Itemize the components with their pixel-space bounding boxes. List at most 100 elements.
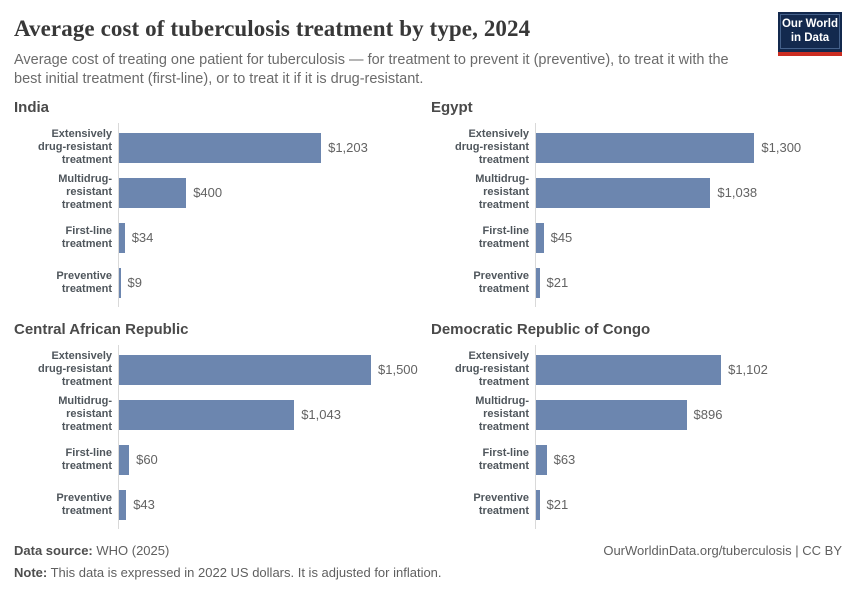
page-title: Average cost of tuberculosis treatment b… [14, 16, 531, 41]
value-label: $1,500 [378, 362, 418, 378]
bar-row: Preventive treatment $43 [14, 482, 431, 527]
bar[interactable] [119, 132, 322, 163]
category-label: Multidrug-resistant treatment [58, 395, 112, 434]
y-axis-line [535, 123, 536, 308]
bar[interactable] [536, 132, 755, 163]
bar-and-value: $63 [535, 437, 575, 482]
footer-right: OurWorldinData.org/tuberculosis | CC BY [603, 543, 842, 558]
owid-citation-link[interactable]: OurWorldinData.org/tuberculosis | CC BY [603, 543, 842, 559]
panel-india: India Extensively drug-resistant treatment… [14, 99, 431, 308]
bar[interactable] [536, 222, 544, 253]
panel-title: India [14, 99, 50, 117]
bar-row: Multidrug-resistant treatment $896 [431, 392, 842, 437]
footer-left: Data source: WHO (2025) Note: This data … [14, 543, 442, 580]
bar-and-value: $9 [118, 260, 142, 305]
owid-logo-line2: in Data [790, 31, 830, 44]
page-subtitle: Average cost of treating one patient for… [14, 52, 729, 88]
bar-row: First-line treatment $63 [431, 437, 842, 482]
value-label: $1,203 [328, 140, 368, 156]
bar-row: Extensively drug-resistant treatment $1,300 [431, 125, 842, 170]
category-label: Preventive treatment [473, 269, 529, 295]
owid-logo[interactable]: Our World in Data [778, 12, 842, 56]
category-label: Extensively drug-resistant treatment [455, 350, 529, 389]
category-label: Extensively drug-resistant treatment [38, 350, 112, 389]
bar-and-value: $400 [118, 170, 222, 215]
bar-row: Multidrug-resistant treatment $1,038 [431, 170, 842, 215]
bar-row: Extensively drug-resistant treatment $1,102 [431, 347, 842, 392]
owid-logo-text: Our World in Data [780, 14, 840, 49]
bar-and-value: $1,043 [118, 392, 341, 437]
owid-logo-line1: Our World [781, 17, 838, 30]
data-source-value: WHO (2025) [92, 543, 170, 559]
owid-logo-red-bar [778, 52, 842, 56]
panel-title: Democratic Republic of Congo [431, 321, 651, 339]
note-line: Note: This data is expressed in 2022 US … [14, 565, 442, 580]
value-label: $43 [133, 497, 155, 513]
bar-and-value: $896 [535, 392, 722, 437]
value-label: $63 [553, 452, 576, 468]
category-label: Extensively drug-resistant treatment [455, 128, 529, 167]
value-label: $21 [546, 275, 569, 291]
value-label: $1,102 [728, 362, 768, 378]
bar[interactable] [119, 489, 127, 520]
value-label: $60 [136, 452, 158, 468]
bar[interactable] [536, 399, 687, 430]
bar-and-value: $1,203 [118, 125, 368, 170]
y-axis-line [535, 345, 536, 530]
bar-row: Extensively drug-resistant treatment $1,203 [14, 125, 431, 170]
bar-row: First-line treatment $34 [14, 215, 431, 260]
category-label: First-line treatment [478, 224, 529, 250]
bar-and-value: $1,300 [535, 125, 801, 170]
category-label: Multidrug-resistant treatment [475, 395, 529, 434]
value-label: $9 [127, 275, 142, 291]
category-label: First-line treatment [61, 224, 112, 250]
bar-and-value: $43 [118, 482, 155, 527]
bar-row: Preventive treatment $21 [431, 482, 842, 527]
bar[interactable] [119, 177, 187, 208]
category-label: First-line treatment [478, 446, 529, 472]
panel-democratic-republic-of-congo: Democratic Republic of Congo Extensively… [431, 321, 842, 530]
bar-row: Multidrug-resistant treatment $1,043 [14, 392, 431, 437]
bar[interactable] [536, 177, 711, 208]
y-axis-line [118, 123, 119, 308]
category-label: First-line treatment [61, 446, 112, 472]
panel-egypt: Egypt Extensively drug-resistant treatment… [431, 99, 842, 308]
bar[interactable] [536, 267, 540, 298]
value-label: $45 [550, 230, 573, 246]
bar-rows: Extensively drug-resistant treatment $1,102… [431, 345, 842, 530]
bar-and-value: $45 [535, 215, 572, 260]
bar-row: First-line treatment $45 [431, 215, 842, 260]
category-label: Preventive treatment [56, 269, 112, 295]
bar-and-value: $21 [535, 260, 568, 305]
bar[interactable] [119, 354, 371, 385]
bar[interactable] [119, 444, 130, 475]
bar-rows: Extensively drug-resistant treatment $1,300… [431, 123, 842, 308]
panel-title: Central African Republic [14, 321, 189, 339]
category-label: Preventive treatment [56, 491, 112, 517]
category-label: Multidrug-resistant treatment [58, 173, 112, 212]
bar-row: Extensively drug-resistant treatment $1,500 [14, 347, 431, 392]
bar[interactable] [119, 267, 121, 298]
chart-header: Average cost of tuberculosis treatment b… [0, 0, 850, 89]
bar-rows: Extensively drug-resistant treatment $1,203… [14, 123, 431, 308]
bar[interactable] [536, 444, 547, 475]
chart-footer: Data source: WHO (2025) Note: This data … [0, 543, 850, 580]
note-label: Note: [14, 565, 48, 581]
bar[interactable] [536, 489, 540, 520]
value-label: $1,300 [761, 140, 802, 156]
category-label: Multidrug-resistant treatment [475, 173, 529, 212]
bar-row: Preventive treatment $9 [14, 260, 431, 305]
bar-and-value: $1,500 [118, 347, 418, 392]
bar-and-value: $1,038 [535, 170, 757, 215]
bar[interactable] [536, 354, 722, 385]
bar-rows: Extensively drug-resistant treatment $1,500… [14, 345, 431, 530]
bar-and-value: $21 [535, 482, 568, 527]
data-source-line: Data source: WHO (2025) [14, 543, 442, 558]
bar-and-value: $60 [118, 437, 158, 482]
data-source-label: Data source: [14, 543, 93, 559]
value-label: $896 [693, 407, 723, 423]
value-label: $34 [131, 230, 154, 246]
bar[interactable] [119, 399, 295, 430]
bar[interactable] [119, 222, 125, 253]
bar-row: First-line treatment $60 [14, 437, 431, 482]
